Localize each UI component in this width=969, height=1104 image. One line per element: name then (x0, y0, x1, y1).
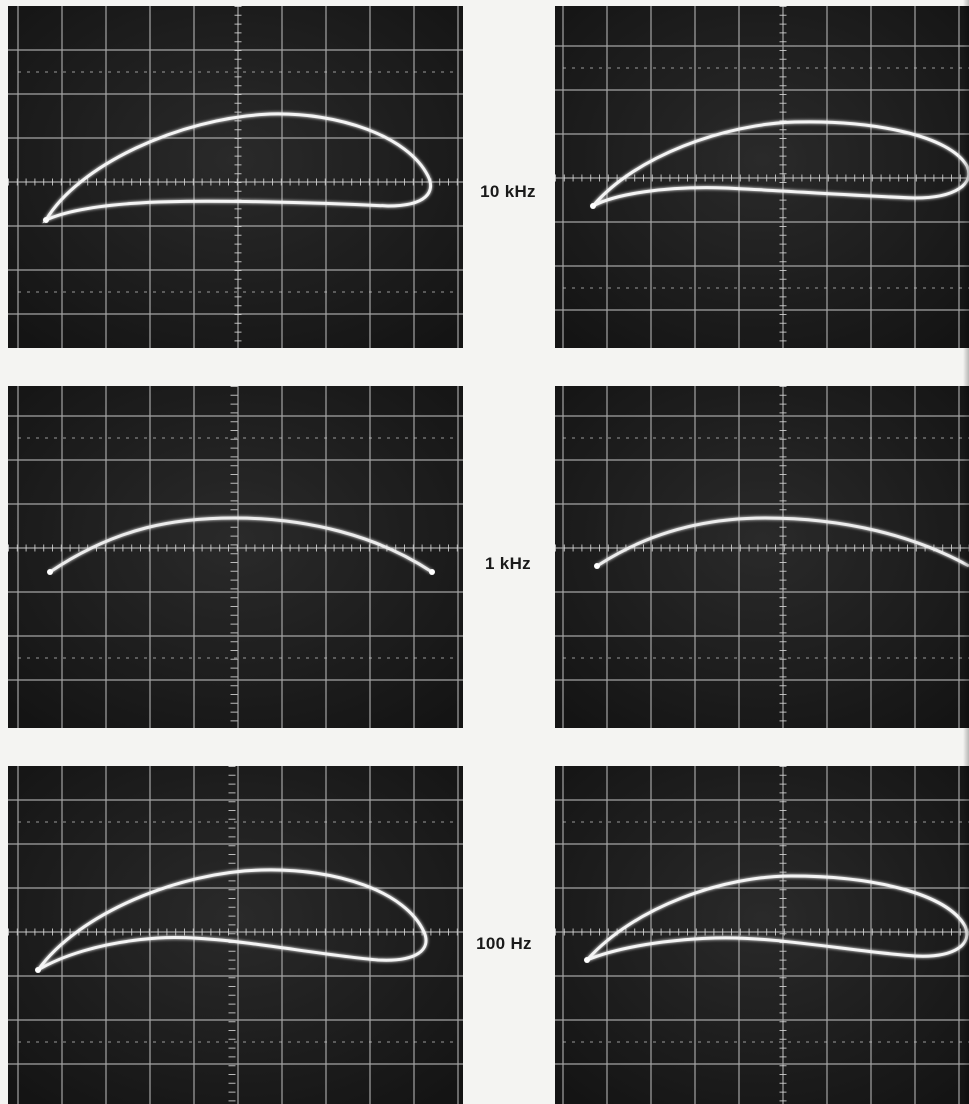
oscilloscope-screen-1khz-left (8, 386, 463, 728)
oscilloscope-trace-loop (555, 6, 969, 348)
oscilloscope-trace-arc (8, 386, 463, 728)
frequency-label: 100 Hz (476, 934, 532, 953)
frequency-label: 10 kHz (480, 182, 536, 201)
frequency-label: 1 kHz (485, 554, 531, 573)
oscilloscope-trace-loop (8, 6, 463, 348)
oscilloscope-screen-100hz-right (555, 766, 969, 1104)
oscilloscope-trace-loop (8, 766, 463, 1104)
oscilloscope-screen-10khz-right (555, 6, 969, 348)
oscilloscope-trace-loop (555, 766, 969, 1104)
page-edge-shadow (963, 0, 969, 1104)
oscilloscope-screen-1khz-right (555, 386, 969, 728)
oscilloscope-screen-100hz-left (8, 766, 463, 1104)
oscilloscope-screen-10khz-left (8, 6, 463, 348)
oscilloscope-trace-arc (555, 386, 969, 728)
